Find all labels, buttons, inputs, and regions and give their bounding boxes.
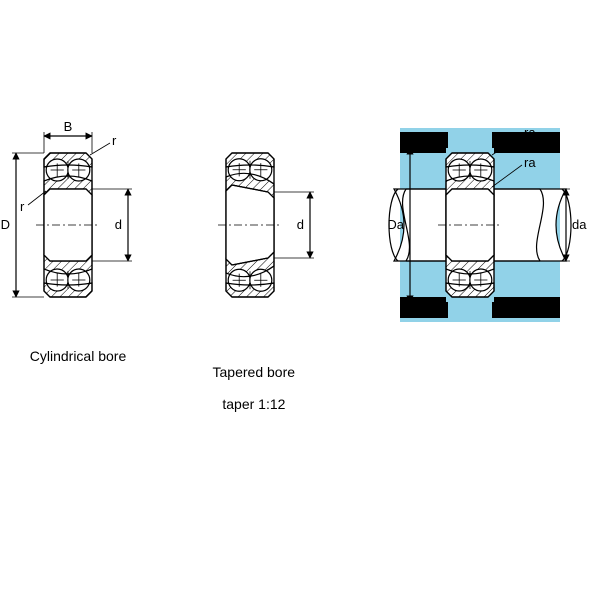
diagram-stage: B Dd r r d Da da ra ra Cylindrical bore Tapered …	[0, 0, 600, 600]
caption-tapered-bore: Tapered bore taper 1:12	[205, 348, 295, 412]
caption-cylindrical-bore: Cylindrical bore	[30, 348, 126, 364]
svg-text:ra: ra	[524, 125, 536, 140]
svg-text:d: d	[115, 217, 122, 232]
svg-text:Da: Da	[387, 217, 404, 232]
svg-text:d: d	[297, 217, 304, 232]
caption-tapered-line1: Tapered bore	[213, 364, 296, 380]
svg-text:B: B	[64, 119, 73, 134]
svg-text:ra: ra	[524, 155, 536, 170]
svg-text:D: D	[1, 217, 10, 232]
svg-text:da: da	[572, 217, 587, 232]
diagram-svg: B Dd r r d Da da ra ra	[0, 0, 600, 600]
svg-text:r: r	[20, 199, 25, 214]
caption-tapered-line2: taper 1:12	[222, 396, 285, 412]
svg-text:r: r	[112, 133, 117, 148]
